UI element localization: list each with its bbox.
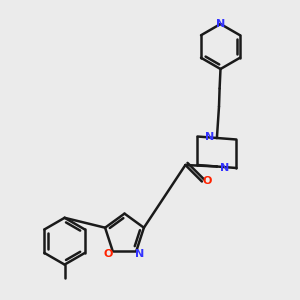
Text: O: O xyxy=(103,249,113,259)
Text: N: N xyxy=(220,163,229,173)
Text: N: N xyxy=(205,131,214,142)
Text: N: N xyxy=(136,249,145,259)
Text: O: O xyxy=(202,176,212,186)
Text: N: N xyxy=(216,19,225,29)
